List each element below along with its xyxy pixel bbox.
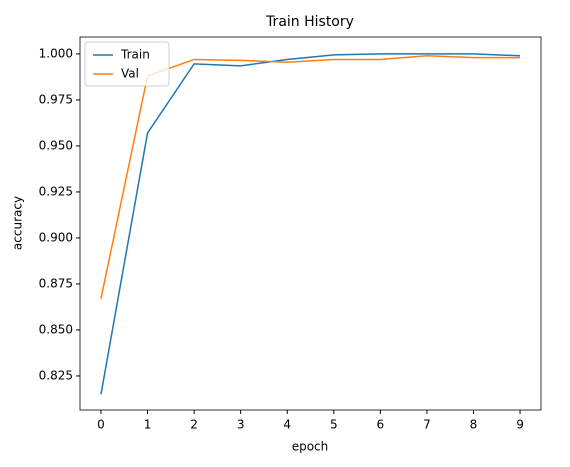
x-tick-label: 5 [330, 418, 338, 432]
y-tick-label: 0.975 [39, 92, 73, 106]
legend-label: Train [120, 48, 150, 62]
x-tick-label: 4 [283, 418, 291, 432]
x-tick-label: 7 [423, 418, 431, 432]
y-tick-label: 0.875 [39, 276, 73, 290]
x-tick-label: 8 [470, 418, 478, 432]
series-line [100, 55, 521, 299]
x-tick-label: 2 [190, 418, 198, 432]
y-tick-label: 0.900 [39, 230, 73, 244]
legend-box [84, 41, 170, 87]
x-tick-label: 9 [516, 418, 524, 432]
y-tick-label: 0.925 [39, 184, 73, 198]
y-tick-label: 0.825 [39, 368, 73, 382]
x-axis-label: epoch [292, 440, 329, 454]
plot-frame [79, 36, 542, 411]
y-tick-label: 1.000 [39, 46, 73, 60]
y-tick-label: 0.950 [39, 138, 73, 152]
series-line [100, 53, 521, 395]
y-tick-label: 0.850 [39, 322, 73, 336]
x-tick-label: 1 [144, 418, 152, 432]
x-tick-label: 0 [97, 418, 105, 432]
x-tick-label: 3 [237, 418, 245, 432]
legend-label: Val [121, 67, 139, 81]
chart-title: Train History [265, 14, 354, 30]
x-tick-label: 6 [377, 418, 385, 432]
y-axis-label: accuracy [11, 196, 25, 250]
